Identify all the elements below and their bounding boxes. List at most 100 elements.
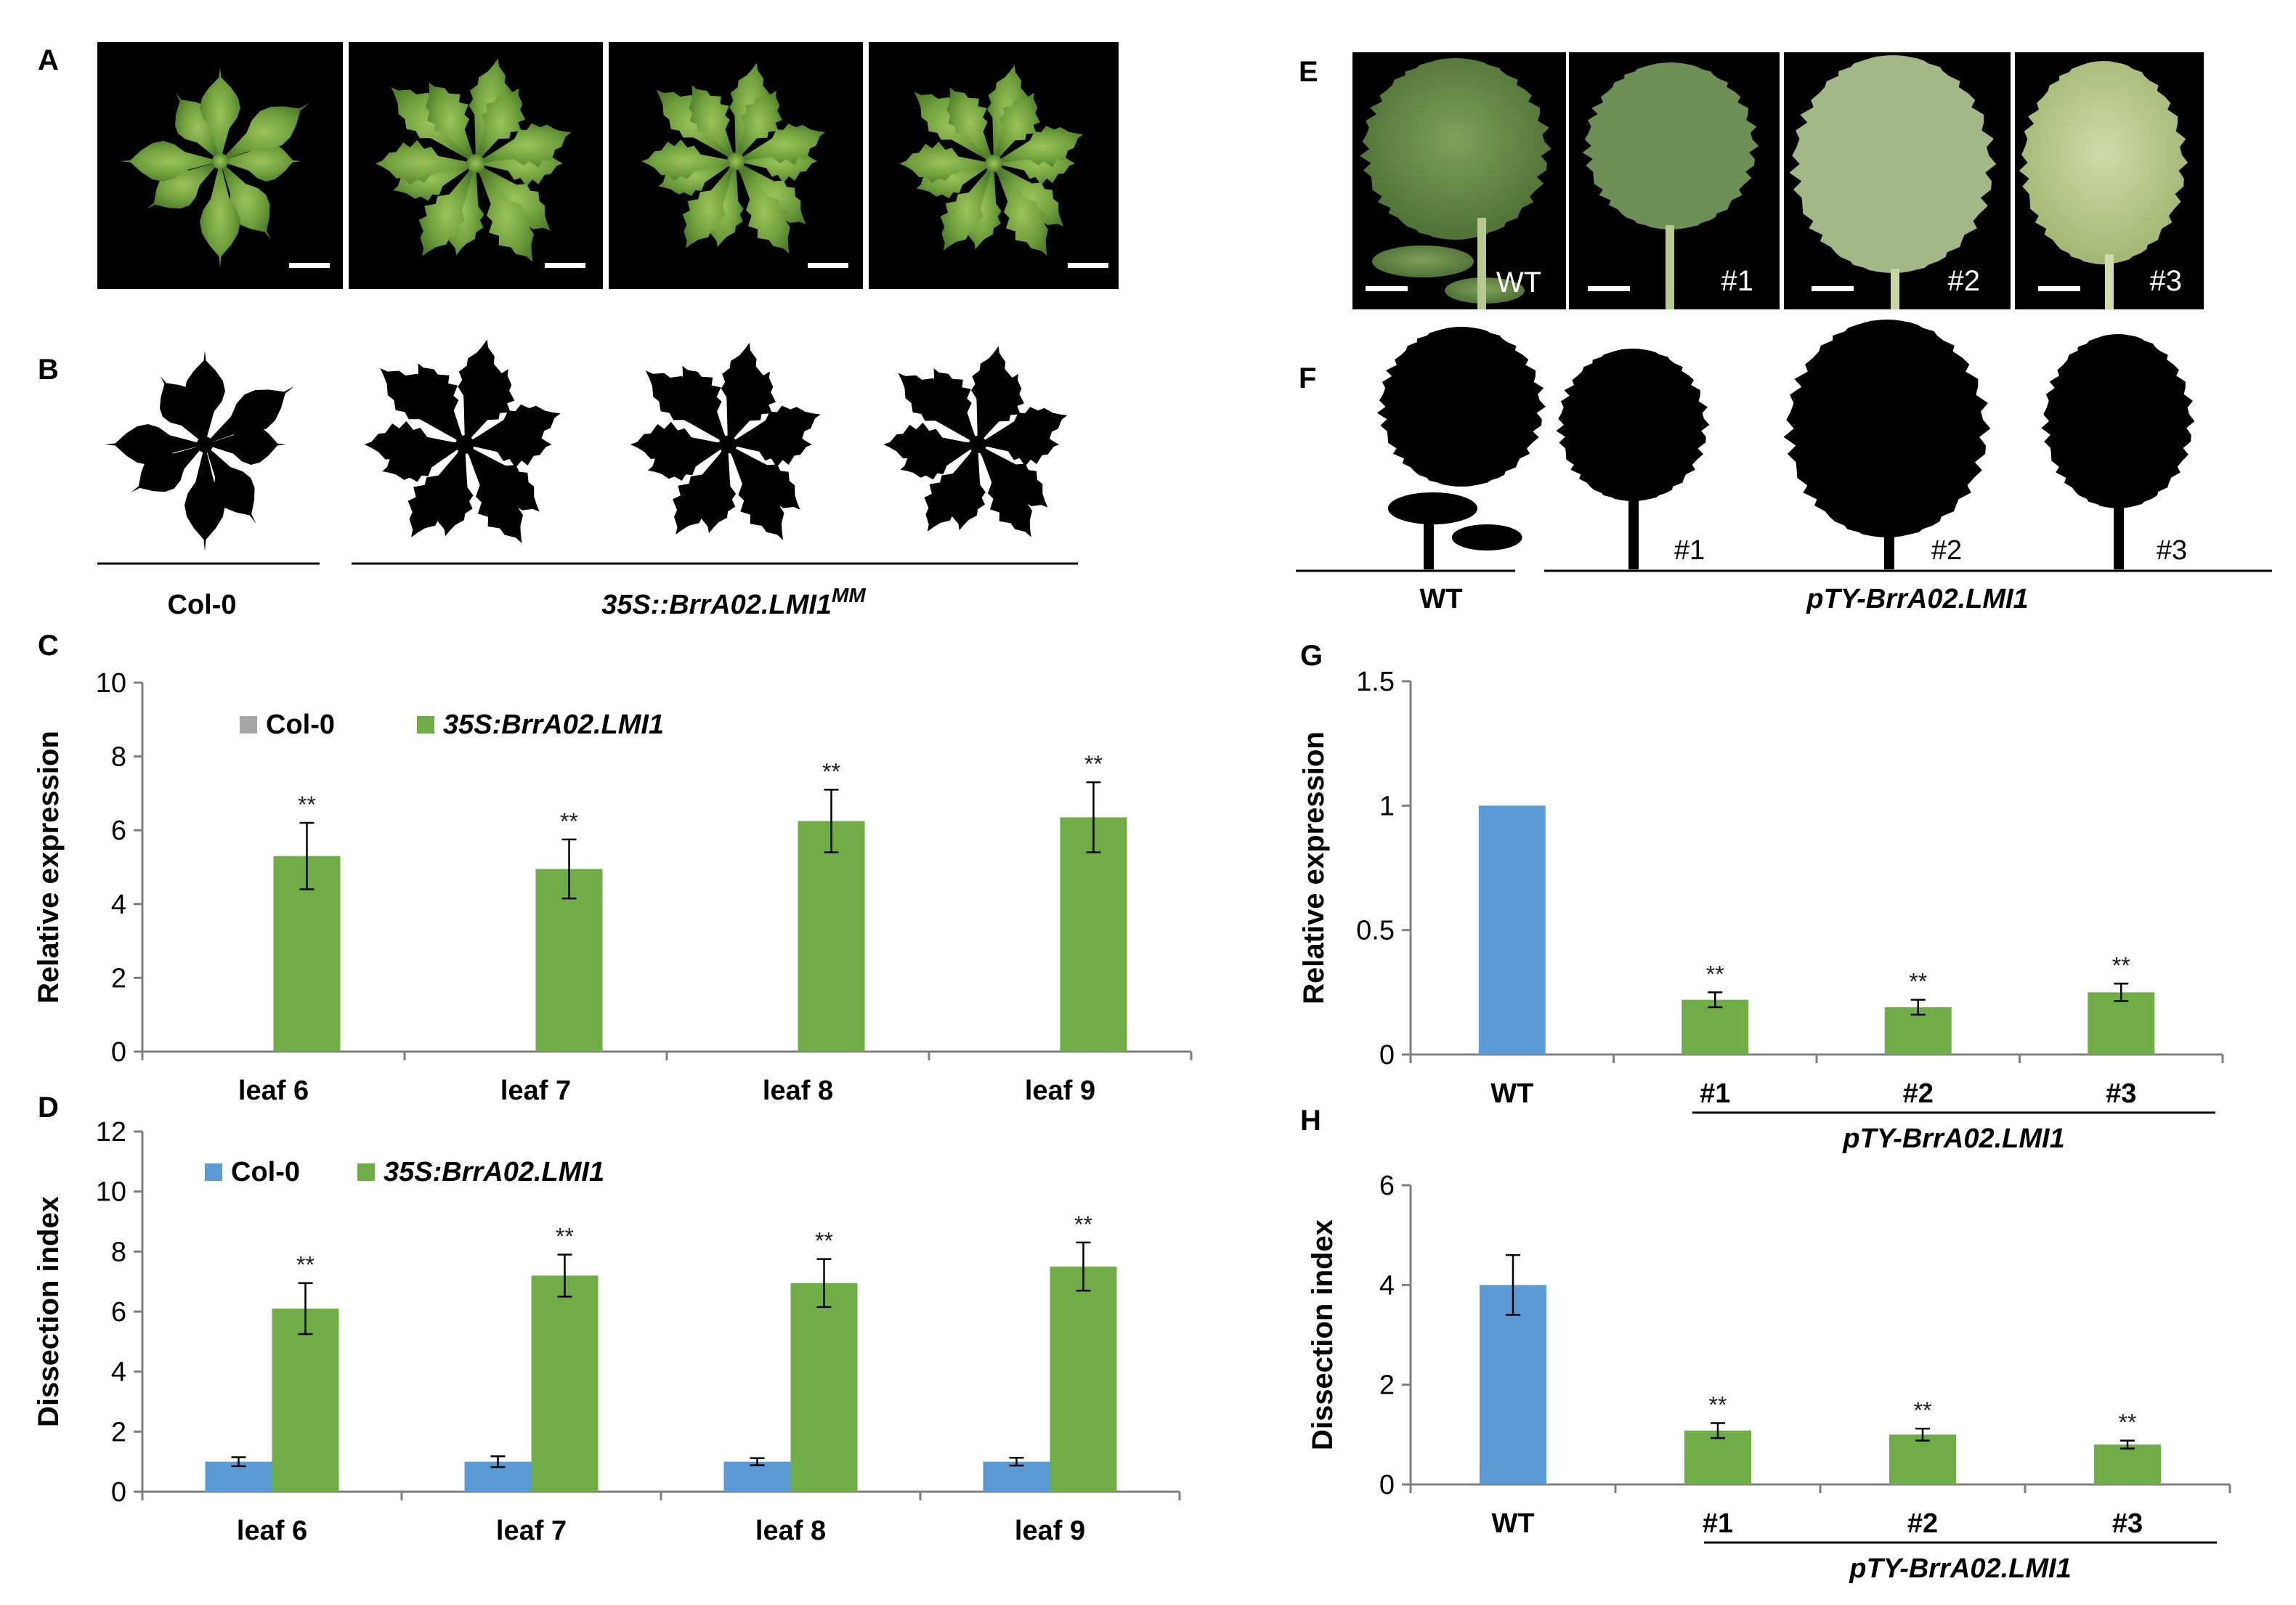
legend-swatch [357, 1163, 375, 1181]
leaf-photo-2-petiole [1891, 269, 1899, 309]
leaf-silhouette-1 [1556, 349, 1710, 501]
y-tick-label: 8 [111, 1237, 126, 1267]
y-tick-label: 2 [111, 963, 126, 994]
leaf-silhouette-2 [1783, 320, 1991, 537]
bar [798, 821, 865, 1052]
significance-mark: ** [1709, 1392, 1727, 1418]
y-tick-label: 0 [111, 1477, 126, 1508]
legend-label: 35S:BrrA02.LMI1 [443, 710, 664, 740]
scale-bar-a4 [1068, 263, 1108, 268]
y-tick-label: 0 [1379, 1470, 1395, 1500]
chart-c: Relative expression 0 2 4 6 8 10 leaf 6 leaf 7 le… [33, 668, 1193, 1106]
panel-letter-g: G [1300, 640, 1323, 672]
x-tick-label: leaf 8 [755, 1516, 826, 1546]
scale-bar-e2 [1588, 286, 1630, 291]
legend-label: Col-0 [231, 1157, 300, 1187]
y-tick-label: 0 [111, 1037, 126, 1068]
bar [723, 1461, 791, 1492]
x-tick-label: #3 [2106, 1078, 2136, 1109]
genotype-label-35s-sup: MM [832, 584, 866, 606]
y-axis-label: Relative expression [33, 731, 65, 1004]
bar [1889, 1434, 1956, 1484]
significance-mark: ** [556, 1223, 574, 1249]
bar [1684, 1430, 1751, 1484]
chart-h: Dissection index 0 2 4 6 WT #1 #2 #3 ** ** ** pTY-Br… [1307, 1171, 2231, 1584]
leaf-silhouette-3 [2041, 334, 2195, 508]
significance-mark: ** [1706, 961, 1724, 987]
photo-label-wt: WT [1496, 267, 1541, 298]
leaf-photo-3 [2019, 61, 2188, 264]
group-label: pTY-BrrA02.LMI1 [1842, 1124, 2064, 1154]
bar [272, 1308, 339, 1492]
silhouette-label-3: #3 [2157, 535, 2187, 566]
y-tick-label: 4 [1379, 1270, 1395, 1301]
x-tick-label: leaf 9 [1015, 1516, 1085, 1546]
panel-f-silhouettes [1376, 320, 2195, 569]
panel-letter-h: H [1300, 1105, 1321, 1137]
legend-swatch [205, 1163, 222, 1181]
bar [983, 1461, 1050, 1492]
significance-mark: ** [2112, 952, 2130, 978]
panel-letter-b: B [38, 354, 59, 386]
y-tick-label: 8 [111, 742, 126, 773]
y-axis-label: Dissection index [1307, 1219, 1339, 1450]
y-tick-label: 6 [1379, 1171, 1395, 1201]
bar [790, 1283, 858, 1492]
rosette-photo-line1 [368, 51, 578, 269]
significance-mark: ** [1909, 969, 1927, 995]
x-tick-label: #1 [1703, 1508, 1733, 1539]
x-tick-label: leaf 7 [500, 1076, 571, 1106]
scale-bar-e4 [2038, 286, 2080, 291]
x-tick-label: leaf 7 [496, 1516, 567, 1546]
rosette-photo-line3 [893, 58, 1090, 263]
x-tick-label: leaf 6 [237, 1516, 307, 1546]
bar [535, 869, 603, 1052]
panel-e-photos: WT #1 #2 #3 [1352, 52, 2204, 309]
x-tick-label: #2 [1907, 1508, 1938, 1539]
x-tick-label: #2 [1903, 1078, 1934, 1109]
bar [1480, 1285, 1546, 1484]
photo-label-2: #2 [1948, 265, 1981, 297]
y-tick-label: 4 [111, 1357, 126, 1388]
leaf-silhouette-wt-petiole [1424, 508, 1434, 569]
significance-mark: ** [1914, 1397, 1932, 1423]
x-tick-label: WT [1490, 1078, 1533, 1109]
y-tick-label: 0.5 [1356, 916, 1395, 946]
x-tick-label: #3 [2112, 1508, 2143, 1539]
rosette-photo-col0 [119, 67, 310, 268]
rosette-silhouette-line2 [623, 336, 827, 547]
bar [2094, 1444, 2161, 1484]
genotype-label-35s-main: 35S::BrrA02.LMI1 [601, 590, 832, 620]
panel-letter-a: A [38, 44, 59, 76]
rosette-silhouette-line1 [357, 332, 567, 550]
y-tick-label: 6 [111, 816, 126, 846]
scale-bar-a1 [289, 263, 330, 268]
leaf-photo-1 [1582, 62, 1759, 229]
leaf-photo-2 [1789, 55, 1997, 273]
chart-g: Relative expression 0 0.5 1 1.5 WT #1 #2 #3 ** ** *… [1298, 667, 2224, 1154]
y-tick-label: 4 [111, 890, 126, 920]
chart-d: Dissection index 0 2 4 6 8 10 12 leaf 6 leaf 7 lea… [33, 1117, 1181, 1546]
bar [1478, 805, 1546, 1055]
significance-mark: ** [822, 758, 840, 784]
legend-swatch [240, 716, 257, 734]
group-label: pTY-BrrA02.LMI1 [1849, 1553, 2071, 1584]
y-axis-label: Dissection index [33, 1196, 65, 1427]
y-tick-label: 10 [96, 668, 126, 699]
panel-b-silhouettes [104, 332, 1074, 551]
photo-label-3: #3 [2150, 265, 2183, 297]
y-axis-label: Relative expression [1298, 731, 1330, 1004]
leaf-photo-wt [1360, 58, 1551, 304]
legend-label: Col-0 [266, 710, 335, 740]
legend-label: 35S:BrrA02.LMI1 [384, 1157, 604, 1187]
x-tick-label: WT [1491, 1508, 1534, 1539]
leaf-silhouette-3-petiole [2114, 504, 2124, 569]
scale-bar-e3 [1812, 286, 1854, 291]
y-tick-label: 12 [96, 1117, 126, 1147]
bar [531, 1275, 599, 1492]
scale-bar-e1 [1366, 286, 1408, 291]
y-tick-label: 10 [96, 1177, 126, 1208]
panel-letter-e: E [1299, 56, 1318, 88]
bar [2088, 992, 2155, 1055]
